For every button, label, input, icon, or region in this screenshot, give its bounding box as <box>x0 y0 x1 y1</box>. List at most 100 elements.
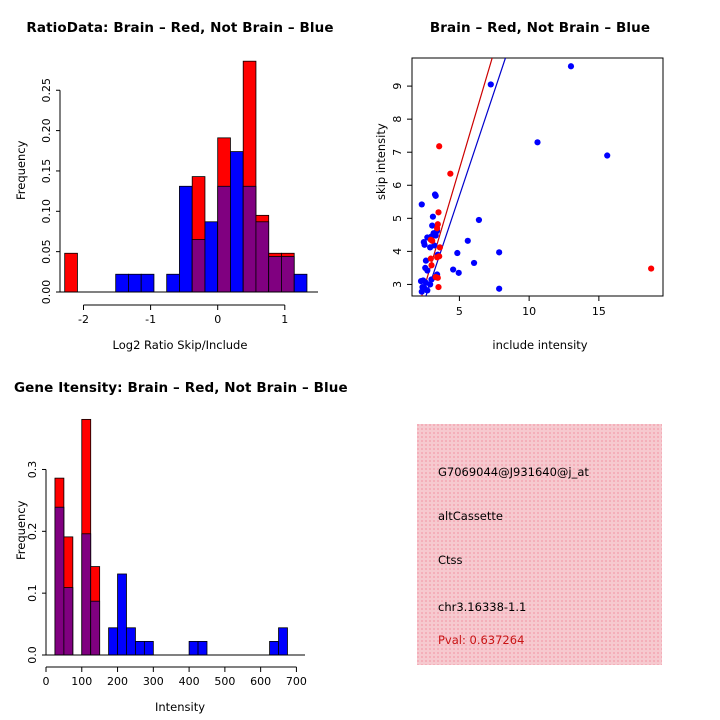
histogram-bar <box>117 573 127 656</box>
y-tick-label: 3 <box>391 281 404 288</box>
scatter-point <box>427 281 434 288</box>
scatter-point <box>450 266 457 273</box>
ratio-histogram-plot: 0.00 0.05 0.10 0.15 0.20 0.25 -2 -1 0 1 <box>40 60 318 326</box>
y-tick-label: 6 <box>391 182 404 189</box>
y-tick-label: 7 <box>391 149 404 156</box>
scatter-point <box>464 237 471 244</box>
ratio-histogram-panel: RatioData: Brain – Red, Not Brain – Blue… <box>0 0 360 360</box>
histogram-bar <box>135 640 145 656</box>
scatter-point <box>427 244 434 251</box>
histogram-bar-overlap <box>54 506 65 656</box>
histogram-bar <box>115 273 129 293</box>
histogram-bar <box>64 252 78 293</box>
histogram-bar <box>293 273 308 293</box>
scatter-point <box>487 81 494 88</box>
annotation-box: G7069044@J931640@j_at altCassette Ctss c… <box>417 424 662 665</box>
gene-histogram-xlabel: Intensity <box>154 700 206 714</box>
event-type-text: altCassette <box>438 509 503 523</box>
scatter-point <box>534 139 541 146</box>
histogram-bar-overlap <box>81 533 92 656</box>
scatter-xlabel: include intensity <box>492 338 588 352</box>
histogram-bar-overlap <box>281 256 295 293</box>
scatter-point <box>447 170 454 177</box>
scatter-point <box>435 209 442 216</box>
scatter-point <box>454 249 461 257</box>
probe-id-text: G7069044@J931640@j_at <box>438 465 589 479</box>
scatter-point <box>435 283 442 291</box>
scatter-point <box>418 201 425 208</box>
scatter-point <box>432 192 439 199</box>
x-tick-label: -1 <box>145 313 156 326</box>
histogram-bar-overlap <box>191 239 206 293</box>
x-tick-label: 10 <box>522 305 536 318</box>
ratio-histogram-xlabel: Log2 Ratio Skip/Include <box>112 338 248 352</box>
gene-histogram-panel: Gene Itensity: Brain – Red, Not Brain – … <box>0 360 360 720</box>
x-tick-label: -2 <box>78 313 89 326</box>
scatter-plot: 5 10 15 3 4 5 6 7 8 9 <box>391 57 664 318</box>
histogram-bar <box>166 273 180 293</box>
gene-histogram-title: Gene Itensity: Brain – Red, Not Brain – … <box>14 380 348 396</box>
x-tick-label: 200 <box>107 675 128 688</box>
x-tick-label: 0 <box>43 675 50 688</box>
x-tick-label: 1 <box>281 313 288 326</box>
scatter-point <box>604 152 611 159</box>
histogram-bar <box>204 221 219 293</box>
locus-text: chr3.16338-1.1 <box>438 600 527 614</box>
scatter-point <box>418 288 425 295</box>
scatter-point <box>417 278 425 285</box>
scatter-point <box>424 287 431 294</box>
scatter-point <box>429 222 436 229</box>
x-tick-label: 100 <box>71 675 92 688</box>
histogram-bar <box>278 627 288 656</box>
histogram-bar <box>140 273 155 293</box>
histogram-bar <box>179 185 193 293</box>
scatter-point <box>434 274 441 281</box>
y-tick-label: 0.0 <box>26 646 39 664</box>
histogram-bar-overlap <box>217 185 231 293</box>
y-tick-label: 0.00 <box>40 280 53 305</box>
scatter-point <box>496 285 503 292</box>
y-tick-label: 0.3 <box>26 461 39 479</box>
regression-line <box>421 58 493 296</box>
gene-histogram-plot: 0.0 0.1 0.2 0.3 0 100 200 300 400 500 600 700 <box>26 418 307 688</box>
y-tick-label: 0.2 <box>26 523 39 541</box>
scatter-point <box>429 237 436 244</box>
x-tick-label: 0 <box>214 313 221 326</box>
x-tick-label: 5 <box>456 305 463 318</box>
scatter-panel: Brain – Red, Not Brain – Blue skip inten… <box>360 0 720 360</box>
gene-symbol-text: Ctss <box>438 553 463 567</box>
x-tick-label: 15 <box>592 305 606 318</box>
histogram-bar-overlap <box>255 221 270 293</box>
scatter-content <box>417 58 655 296</box>
y-tick-label: 0.20 <box>40 118 53 143</box>
scatter-point <box>475 216 483 224</box>
y-tick-label: 4 <box>391 248 404 255</box>
plot-frame <box>411 57 664 297</box>
scatter-point <box>648 265 655 272</box>
histogram-bar <box>108 627 118 656</box>
scatter-point <box>427 255 434 262</box>
y-tick-label: 0.25 <box>40 78 53 103</box>
scatter-title: Brain – Red, Not Brain – Blue <box>429 20 651 36</box>
histogram-bar <box>188 640 199 656</box>
scatter-point <box>470 259 478 267</box>
scatter-point <box>496 249 503 256</box>
y-tick-label: 0.10 <box>40 199 53 224</box>
histogram-bar-overlap <box>268 256 282 293</box>
x-tick-label: 500 <box>214 675 235 688</box>
x-tick-label: 400 <box>179 675 200 688</box>
scatter-point <box>567 63 575 70</box>
histogram-bar <box>197 640 208 656</box>
pvalue-text: Pval: 0.637264 <box>438 633 525 647</box>
scatter-point <box>455 269 462 276</box>
annotation-panel: G7069044@J931640@j_at altCassette Ctss c… <box>360 360 720 720</box>
y-tick-label: 9 <box>391 83 404 90</box>
scatter-point <box>434 254 441 261</box>
scatter-point <box>429 213 437 220</box>
histogram-bar-overlap <box>63 587 74 656</box>
y-tick-label: 8 <box>391 116 404 123</box>
scatter-point <box>424 267 431 274</box>
scatter-point <box>436 244 443 251</box>
histogram-bar <box>143 640 154 656</box>
x-tick-label: 600 <box>250 675 271 688</box>
